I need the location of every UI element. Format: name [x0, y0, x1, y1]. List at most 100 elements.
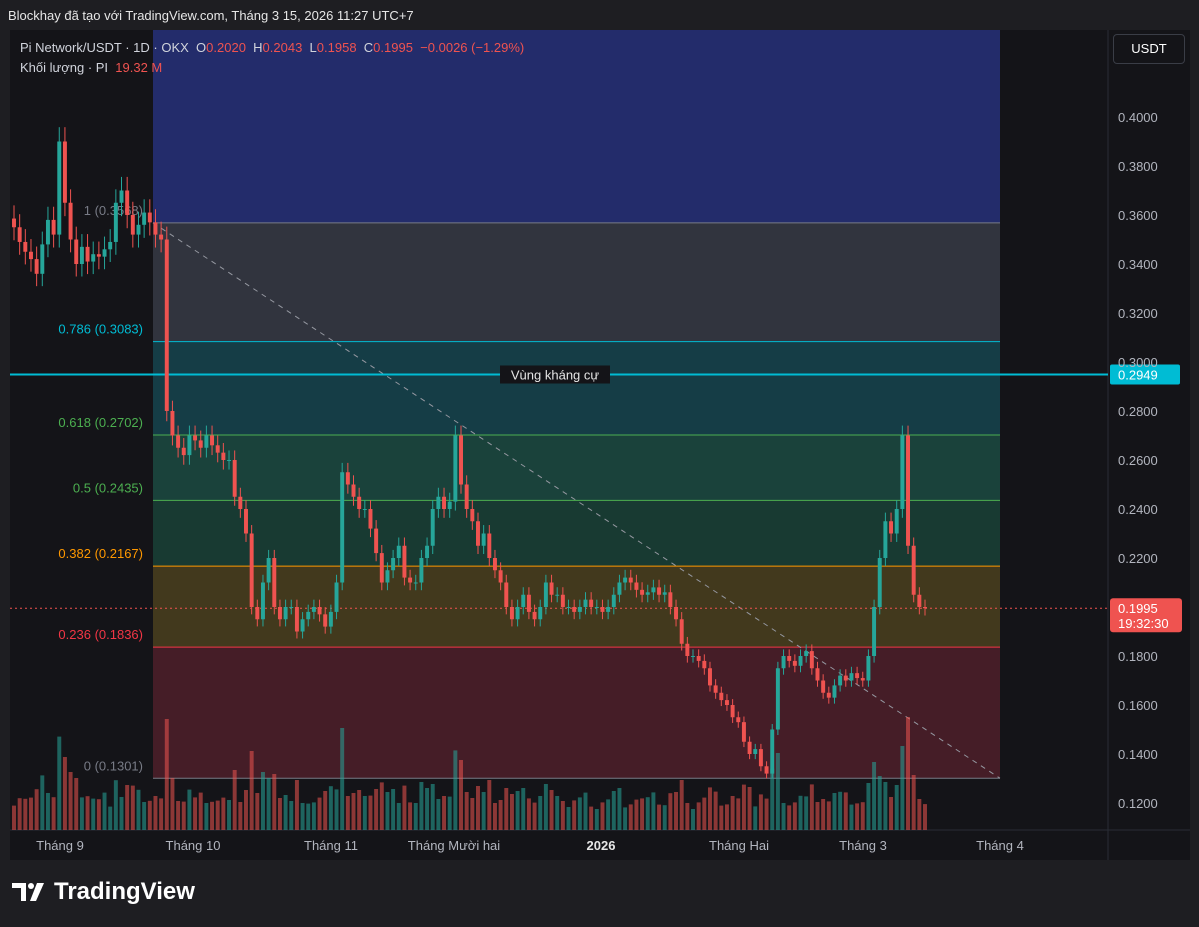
- volume-bar: [764, 798, 769, 830]
- volume-bar: [911, 775, 916, 830]
- volume-bar: [515, 791, 520, 830]
- close-value: 0.1995: [373, 40, 413, 55]
- candle-body: [623, 577, 628, 583]
- y-tick-label: 0.2800: [1118, 404, 1158, 419]
- candle-body: [125, 190, 130, 215]
- candle-body: [272, 558, 277, 607]
- candle-body: [181, 447, 186, 456]
- volume-bar: [283, 795, 288, 830]
- volume-bar: [702, 797, 707, 830]
- candle-body: [792, 660, 797, 666]
- candle-body: [238, 496, 243, 509]
- candle-body: [498, 570, 503, 583]
- countdown-label: 19:32:30: [1118, 616, 1169, 631]
- volume-bar: [691, 809, 695, 830]
- volume-bar: [125, 785, 130, 830]
- volume-bar: [526, 798, 531, 830]
- volume-bar: [210, 801, 215, 830]
- candle-body: [198, 440, 203, 448]
- fib-zone: [153, 500, 1000, 567]
- volume-bar: [657, 804, 662, 830]
- volume-bar: [476, 786, 480, 830]
- volume-bar: [770, 768, 775, 830]
- volume-bar: [142, 802, 147, 830]
- currency-unit-button[interactable]: USDT: [1113, 34, 1185, 64]
- volume-bar: [260, 772, 265, 830]
- x-tick-label: Tháng Hai: [709, 838, 769, 853]
- candle-body: [323, 614, 328, 627]
- candle-body: [379, 553, 384, 583]
- resistance-price-tag: [1110, 364, 1180, 385]
- candle-body: [317, 607, 322, 615]
- y-tick-label: 0.2200: [1118, 551, 1158, 566]
- volume-bar: [532, 802, 537, 830]
- volume-bar: [662, 805, 667, 830]
- x-tick-label: Tháng 3: [839, 838, 887, 853]
- volume-bar: [459, 760, 463, 830]
- volume-bar: [255, 793, 260, 830]
- last-price-tag: [1110, 598, 1182, 633]
- tradingview-logo: TradingView: [12, 878, 195, 906]
- volume-bar: [430, 784, 435, 830]
- candle-body: [221, 452, 226, 460]
- volume-bar: [136, 789, 141, 830]
- volume-bar: [170, 778, 175, 830]
- candle-body: [877, 558, 882, 607]
- volume-bar: [594, 809, 599, 830]
- candle-body: [442, 496, 447, 509]
- chart-area[interactable]: 1 (0.3568) 0.786 (0.3083) 0.618 (0.2702) 0.…: [10, 30, 1190, 860]
- volume-bar: [204, 803, 209, 830]
- candle-body: [17, 227, 22, 242]
- candle-body: [232, 460, 237, 497]
- volume-bar: [51, 797, 56, 830]
- volume-bar: [787, 805, 792, 830]
- symbol-legend: Pi Network/USDT · 1D · OKX O0.2020 H0.20…: [20, 38, 524, 78]
- volume-bar: [804, 796, 809, 830]
- candle-body: [804, 651, 809, 656]
- high-label: H: [253, 40, 263, 55]
- volume-bar: [685, 803, 690, 830]
- price-chart[interactable]: 1 (0.3568)0.786 (0.3083)0.618 (0.2702)0.…: [10, 30, 1190, 860]
- volume-bar: [753, 806, 758, 830]
- candle-body: [832, 685, 837, 698]
- volume-bar: [509, 794, 514, 830]
- candle-body: [736, 717, 741, 723]
- candle-body: [311, 607, 316, 612]
- candle-body: [549, 582, 554, 595]
- volume-bar: [23, 798, 28, 830]
- candle-body: [374, 528, 379, 554]
- volume-bar: [724, 804, 729, 830]
- candle-body: [176, 435, 181, 448]
- candle-body: [159, 234, 164, 240]
- candle-body: [872, 607, 877, 656]
- symbol-name[interactable]: Pi Network/USDT · 1D · OKX: [20, 40, 189, 55]
- volume-bar: [838, 791, 843, 830]
- candle-body: [634, 582, 639, 590]
- candle-body: [391, 558, 396, 571]
- volume-bar: [385, 792, 390, 830]
- candle-body: [883, 521, 888, 558]
- candle-body: [753, 749, 758, 754]
- y-tick-label: 0.1400: [1118, 747, 1158, 762]
- volume-bar: [538, 796, 543, 830]
- volume-bar: [589, 806, 594, 830]
- volume-bar: [487, 780, 492, 830]
- volume-bar: [306, 803, 311, 830]
- candle-body: [849, 673, 854, 681]
- candle-body: [566, 607, 571, 608]
- volume-bar: [147, 800, 152, 830]
- x-tick-label: Tháng Mười hai: [408, 838, 500, 853]
- candle-body: [425, 545, 430, 558]
- candle-body: [119, 190, 124, 203]
- fib-label: 0.5 (0.2435): [73, 480, 143, 495]
- volume-bar: [79, 797, 84, 830]
- candle-body: [600, 607, 605, 612]
- candle-body: [470, 509, 475, 522]
- volume-bar: [894, 785, 899, 830]
- volume-bar: [391, 789, 396, 830]
- fib-zone: [153, 30, 1000, 223]
- candle-body: [130, 215, 135, 235]
- volume-value: 19.32 M: [115, 60, 163, 75]
- volume-bar: [906, 717, 911, 830]
- volume-bar: [62, 757, 67, 830]
